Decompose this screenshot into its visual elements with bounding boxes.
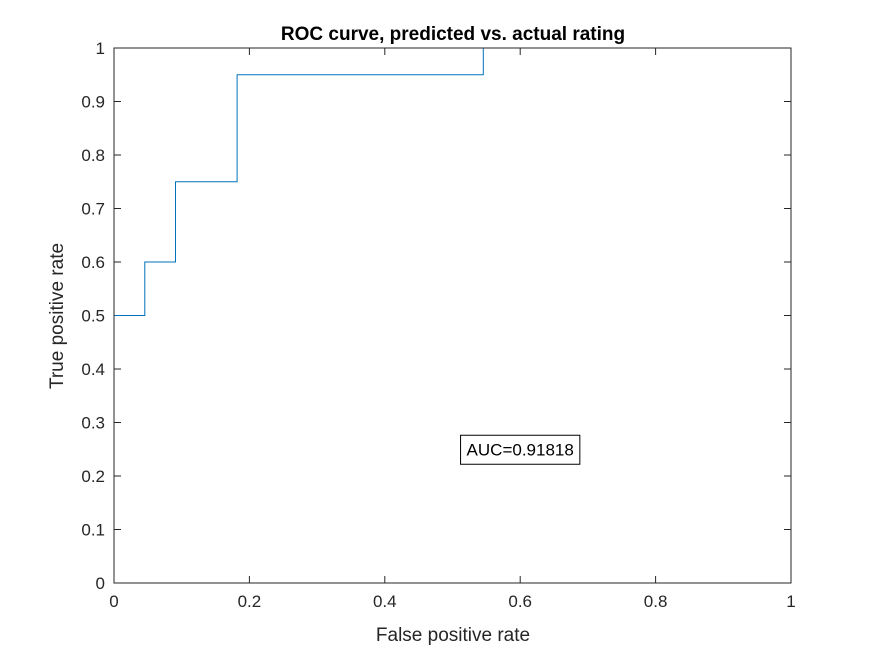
x-axis-label: False positive rate <box>376 625 530 646</box>
y-axis-label: True positive rate <box>47 243 68 389</box>
y-tick-label: 0.9 <box>81 93 105 112</box>
y-tick-label: 0.6 <box>81 253 105 272</box>
y-tick-label: 0.7 <box>81 200 105 219</box>
y-tick-label: 1 <box>96 39 105 58</box>
y-tick-label: 0.5 <box>81 307 105 326</box>
y-tick-label: 0.8 <box>81 146 105 165</box>
y-tick-label: 0 <box>96 574 105 593</box>
x-tick-label: 1 <box>786 592 795 611</box>
annotation-layer: AUC=0.91818 <box>460 434 581 465</box>
auc-annotation-text: AUC=0.91818 <box>467 440 574 459</box>
auc-annotation-box <box>460 434 581 465</box>
y-tick-label: 0.3 <box>81 414 105 433</box>
plot-area <box>114 48 791 583</box>
x-tick-label: 0 <box>109 592 118 611</box>
x-tick-label: 0.8 <box>644 592 668 611</box>
x-tick-label: 0.4 <box>373 592 397 611</box>
axes-box <box>113 47 792 584</box>
x-tick-label: 0.2 <box>238 592 262 611</box>
x-tick-label: 0.6 <box>508 592 532 611</box>
series-layer <box>113 47 791 583</box>
roc-curve-line <box>113 47 791 583</box>
y-tick-label: 0.2 <box>81 467 105 486</box>
tick-layer: 0 0.2 0.4 0.6 0.8 1 0 0.1 0.2 0.3 0.4 0.5 0.6 0.7 0.8 0… <box>81 39 795 611</box>
y-tick-label: 0.1 <box>81 521 105 540</box>
chart-title: ROC curve, predicted vs. actual rating <box>281 24 625 45</box>
y-tick-label: 0.4 <box>81 360 105 379</box>
